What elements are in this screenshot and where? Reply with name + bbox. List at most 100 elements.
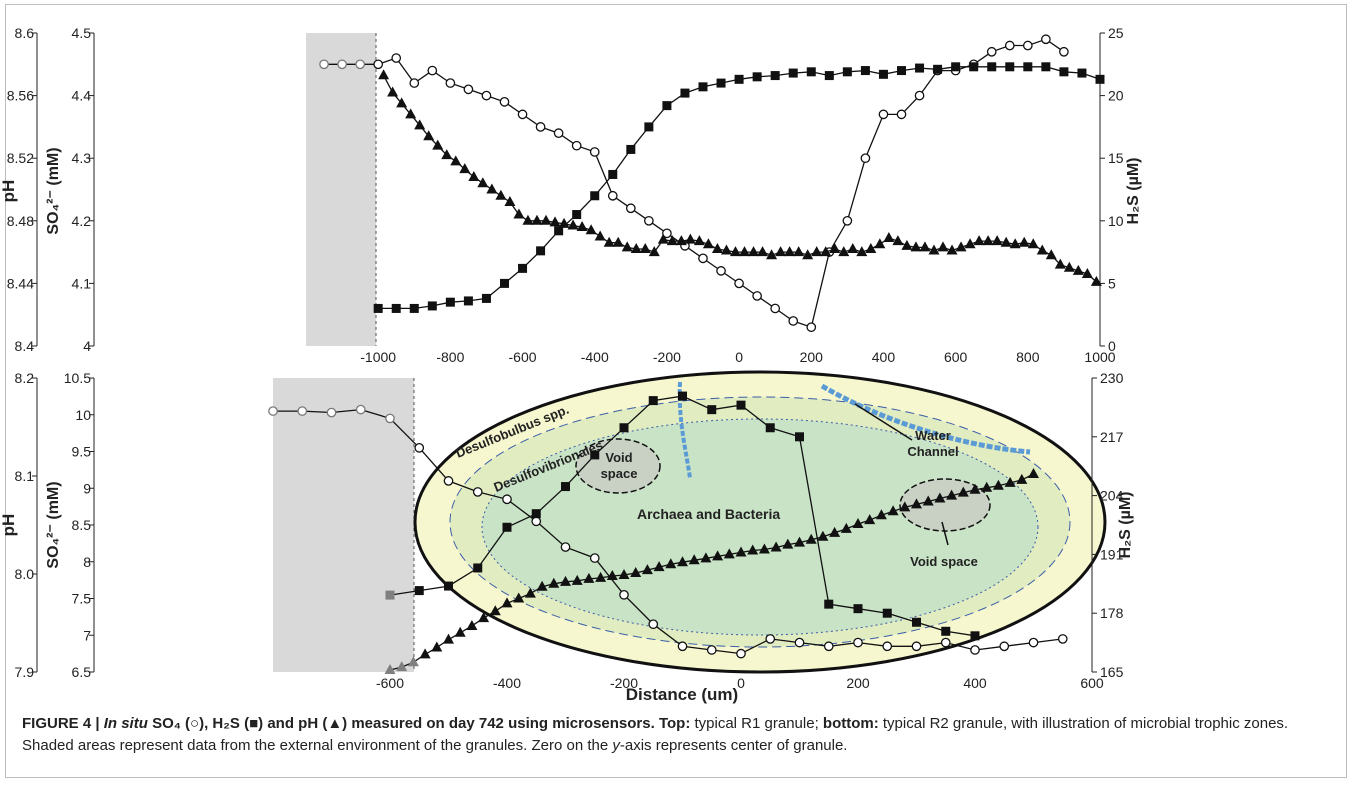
ph-point xyxy=(928,244,940,255)
h2s-point xyxy=(619,423,629,433)
h2s-point xyxy=(765,423,775,433)
x-tick-label: 1000 xyxy=(1084,349,1115,365)
ph-point xyxy=(540,214,552,225)
h2s-point xyxy=(716,78,726,88)
h2s-tick-label: 5 xyxy=(1108,275,1116,291)
h2s-axis-label: H₂S (µM) xyxy=(1125,158,1142,225)
ph-point xyxy=(432,139,444,150)
ph-point xyxy=(739,246,751,257)
so4-tick-label: 7 xyxy=(83,627,91,643)
ph-point xyxy=(1009,238,1021,249)
ph-point xyxy=(396,661,408,672)
ph-point xyxy=(934,492,946,503)
so4-axis-label: SO₄²⁻ (mM) xyxy=(45,147,62,234)
ph-point xyxy=(513,208,525,219)
ph-point xyxy=(887,505,899,516)
so4-point xyxy=(589,553,600,563)
ph-point xyxy=(477,177,489,188)
ph-axis-label: pH xyxy=(0,180,18,203)
so4-series xyxy=(268,404,1068,659)
ph-point xyxy=(766,249,778,260)
ph-point xyxy=(747,544,759,555)
h2s-point xyxy=(806,67,816,77)
so4-point xyxy=(842,215,853,226)
ph-point xyxy=(899,501,911,512)
so4-point xyxy=(535,122,546,132)
h2s-tick-label: 230 xyxy=(1100,370,1124,386)
ph-tick-label: 8.52 xyxy=(7,150,34,166)
so4-series xyxy=(319,34,1069,333)
ph-point xyxy=(782,538,794,549)
ph-point xyxy=(621,241,633,252)
h2s-point xyxy=(824,71,834,81)
ph-point xyxy=(693,235,705,246)
h2s-point xyxy=(878,69,888,79)
so4-point xyxy=(326,407,337,418)
ph-point xyxy=(811,246,823,257)
so4-point xyxy=(445,78,456,88)
bottom-panel: Desulfobulbus spp.DesulfovibrionalesArch… xyxy=(0,370,1134,704)
h2s-tick-label: 178 xyxy=(1100,605,1124,621)
h2s-point xyxy=(463,296,473,306)
ph-point xyxy=(712,550,724,561)
h2s-point xyxy=(644,122,654,132)
ph-point xyxy=(758,543,770,554)
ph-point xyxy=(919,241,931,252)
so4-point xyxy=(986,46,997,57)
ph-point xyxy=(702,238,714,249)
h2s-tick-label: 25 xyxy=(1108,25,1124,41)
h2s-axis-label: H₂S (µM) xyxy=(1117,492,1134,559)
ph-point xyxy=(969,483,981,494)
so4-point xyxy=(765,634,776,644)
void-space-right-label: Void space xyxy=(910,554,978,569)
ph-point xyxy=(387,86,399,97)
so4-point xyxy=(1004,40,1015,51)
ph-point xyxy=(982,235,994,246)
h2s-point xyxy=(662,101,672,111)
ph-point xyxy=(603,236,615,247)
h2s-point xyxy=(1041,62,1051,72)
h2s-point xyxy=(608,169,618,179)
so4-point xyxy=(481,90,492,101)
so4-point xyxy=(770,303,781,314)
x-tick-label: 600 xyxy=(1080,675,1104,691)
h2s-point xyxy=(770,71,780,81)
caption-bottom-text: typical R2 granule, with illustration of… xyxy=(22,715,1289,754)
ph-point xyxy=(1081,268,1093,279)
ph-point xyxy=(901,239,913,250)
h2s-point xyxy=(1095,74,1105,84)
h2s-point xyxy=(1059,67,1069,77)
ph-point xyxy=(937,241,949,252)
ph-series xyxy=(378,69,1102,286)
ph-point xyxy=(964,238,976,249)
h2s-tick-label: 20 xyxy=(1108,88,1124,104)
ph-point xyxy=(1018,236,1030,247)
x-tick-label: 200 xyxy=(800,349,824,365)
ph-point xyxy=(864,514,876,525)
ph-tick-label: 7.9 xyxy=(15,664,35,680)
ph-point xyxy=(911,498,922,509)
h2s-point xyxy=(680,88,690,98)
so4-point xyxy=(355,59,365,70)
so4-point xyxy=(970,645,980,655)
ph-point xyxy=(441,149,453,160)
h2s-point xyxy=(941,626,951,636)
ph-point xyxy=(478,612,490,623)
ph-point xyxy=(443,633,454,644)
so4-point xyxy=(571,140,582,151)
caption-em: In situ xyxy=(103,715,148,732)
caption-bold: SO₄ (○), H₂S (■) and pH (▲) measured on … xyxy=(152,715,655,732)
so4-point xyxy=(414,442,425,453)
h2s-point xyxy=(536,246,546,256)
ph-point xyxy=(817,530,829,541)
ph-point xyxy=(665,558,677,569)
h2s-point xyxy=(951,62,961,72)
x-tick-label: 400 xyxy=(872,349,896,365)
ph-point xyxy=(677,556,688,567)
so4-point xyxy=(499,97,510,107)
so4-point xyxy=(648,619,659,630)
ph-point xyxy=(548,577,560,588)
ph-point xyxy=(423,130,435,141)
ph-tick-label: 8.6 xyxy=(15,25,35,41)
